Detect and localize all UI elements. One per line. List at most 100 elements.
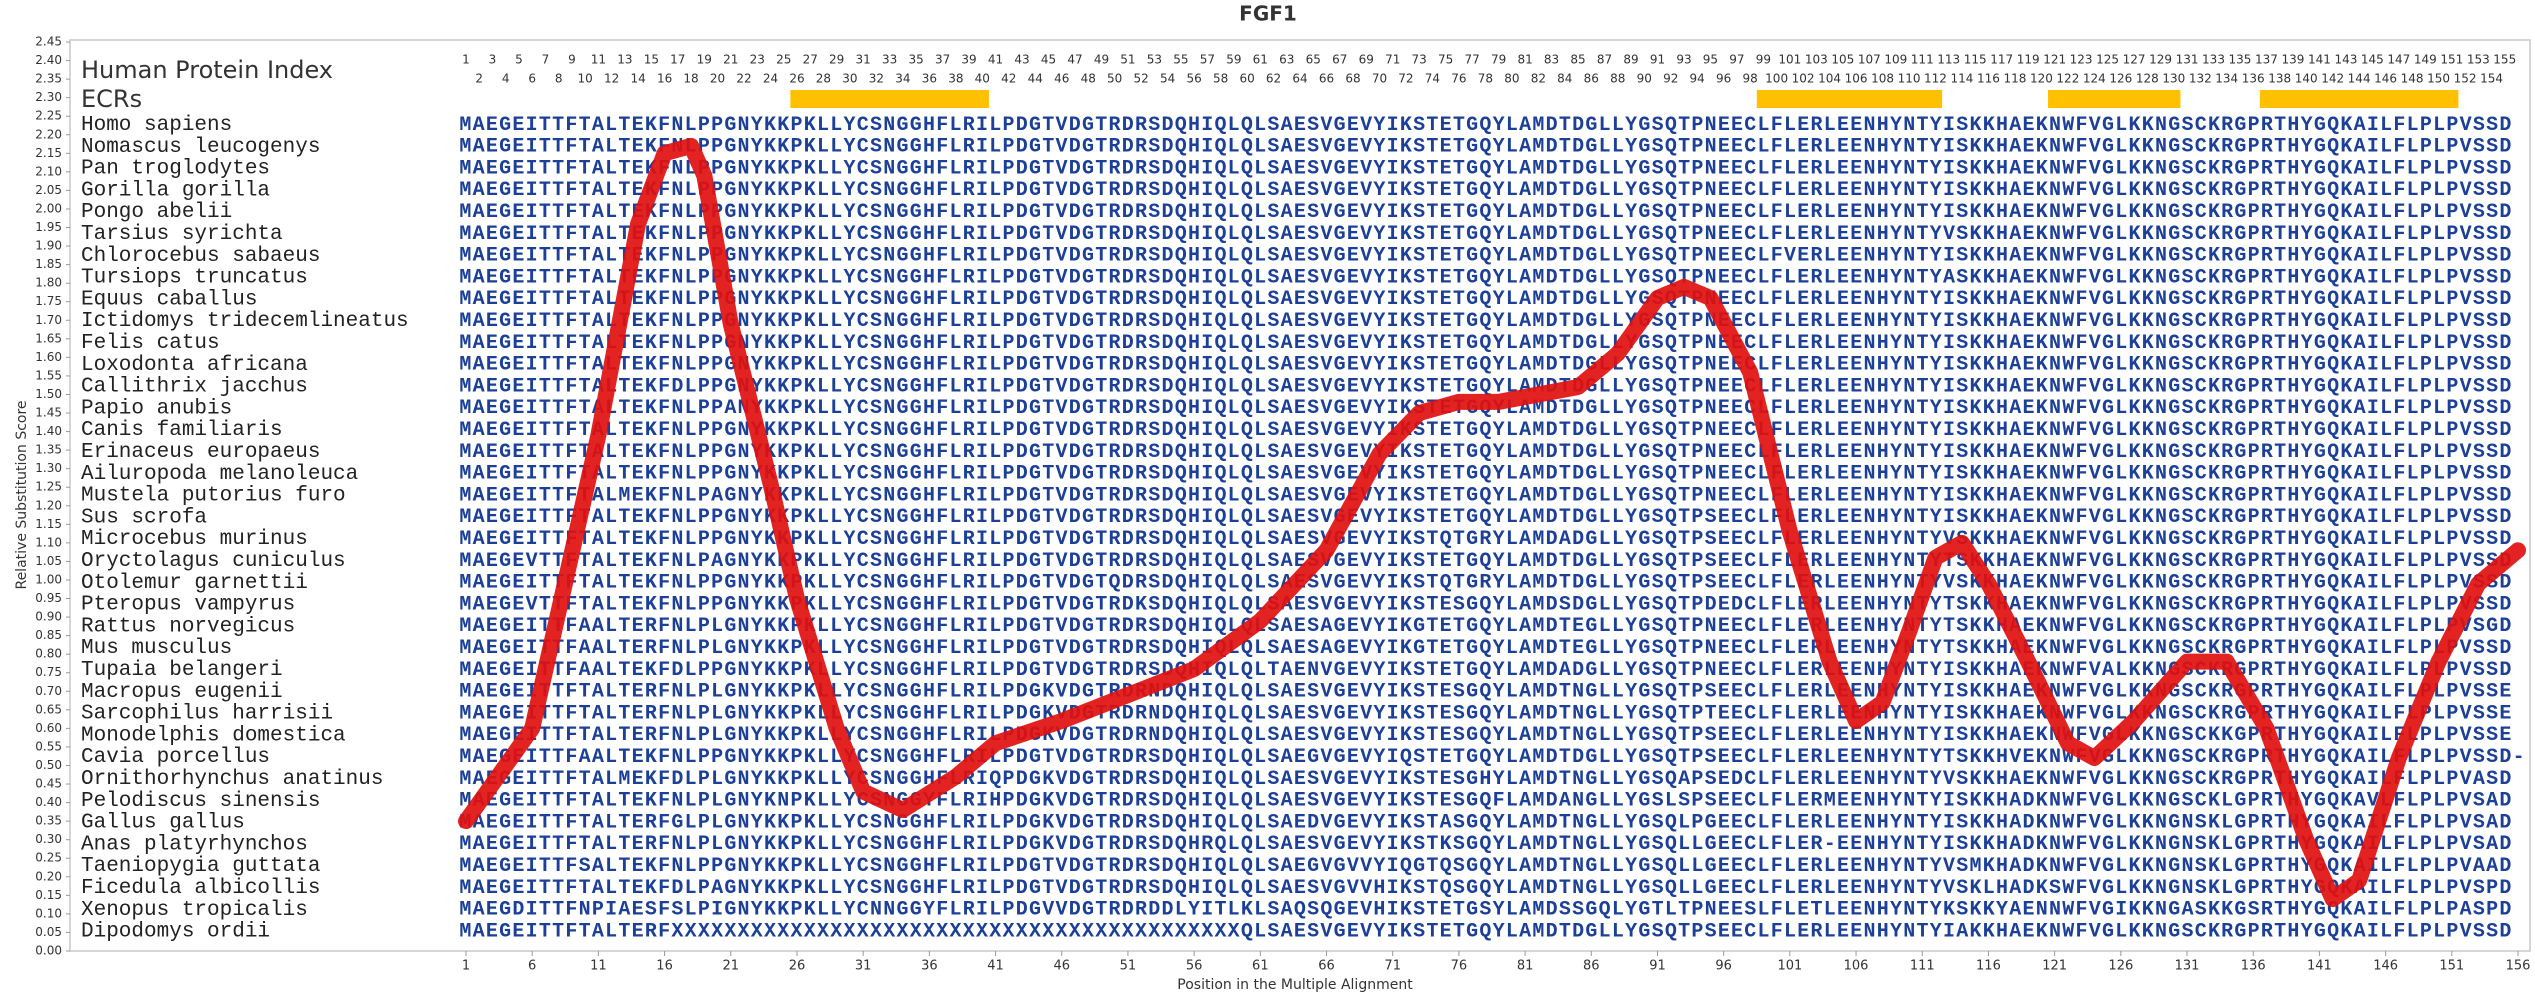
y-tick-label: 0.05 [35, 925, 62, 939]
y-tick-label: 2.05 [35, 183, 62, 197]
y-tick-label: 0.00 [35, 944, 62, 958]
y-tick-label: 0.35 [35, 814, 62, 828]
index-tick-label: 112 [1924, 72, 1947, 86]
x-tick-label: 126 [2108, 959, 2133, 974]
index-tick-label: 98 [1743, 72, 1758, 86]
index-tick-label: 83 [1544, 53, 1559, 67]
species-name: Gorilla gorilla [81, 179, 270, 202]
species-name: Pelodiscus sinensis [81, 790, 320, 813]
index-tick-label: 147 [2387, 53, 2410, 67]
y-tick-label: 0.25 [35, 851, 62, 865]
index-tick-label: 51 [1120, 53, 1135, 67]
ecr-label: ECRs [81, 85, 142, 113]
index-tick-label: 4 [502, 72, 510, 86]
index-tick-label: 56 [1186, 72, 1201, 86]
sequence: MAEGEITTFTALMEKFNLPAGNYKKPKLLYCSNGGHFLRI… [459, 484, 2511, 507]
index-tick-label: 11 [591, 53, 606, 67]
index-tick-label: 152 [2454, 72, 2477, 86]
index-tick-label: 62 [1266, 72, 1281, 86]
y-tick-label: 1.10 [35, 535, 62, 549]
sequence: MAEGEITTFTALTEKFNLPPGNYKKPKLLYCSNGGHFLRI… [459, 419, 2511, 442]
species-name: Chlorocebus sabaeus [81, 245, 320, 268]
x-tick-label: 151 [2439, 959, 2464, 974]
y-tick-label: 1.70 [35, 313, 62, 327]
index-tick-label: 39 [961, 53, 976, 67]
index-tick-label: 73 [1412, 53, 1427, 67]
x-tick-label: 56 [1186, 959, 1203, 974]
index-tick-label: 116 [1977, 72, 2000, 86]
index-tick-label: 5 [515, 53, 523, 67]
index-tick-label: 86 [1584, 72, 1599, 86]
index-tick-label: 72 [1398, 72, 1413, 86]
index-tick-label: 94 [1690, 72, 1705, 86]
species-name: Tursiops truncatus [81, 267, 308, 290]
index-tick-label: 35 [908, 53, 923, 67]
x-tick-label: 51 [1120, 959, 1137, 974]
species-name: Ictidomys tridecemlineatus [81, 310, 409, 333]
index-tick-label: 58 [1213, 72, 1228, 86]
sequence: MAEGEITTFTALMEKFDLPLGNYKKPKLLYCSNGGHFLRI… [459, 768, 2511, 791]
y-tick-label: 2.10 [35, 164, 62, 178]
species-name: Otolemur garnettii [81, 572, 308, 595]
index-tick-label: 77 [1465, 53, 1480, 67]
species-name: Ornithorhynchus anatinus [81, 768, 383, 791]
index-tick-label: 65 [1306, 53, 1321, 67]
species-name: Dipodomys ordii [81, 921, 270, 944]
index-tick-label: 148 [2401, 72, 2424, 86]
y-tick-label: 1.00 [35, 572, 62, 586]
index-tick-label: 143 [2334, 53, 2357, 67]
index-tick-label: 123 [2070, 53, 2093, 67]
y-tick-label: 0.55 [35, 739, 62, 753]
index-tick-label: 142 [2321, 72, 2344, 86]
sequence: MAEGEITTFTALTEKFNLPPGNYKKPKLLYCSNGGHFLRI… [459, 528, 2511, 551]
x-tick-label: 61 [1252, 959, 1269, 974]
sequence: MAEGEITTFTALTEKFNLPPGNYKKPKLLYCSNGGHFLRI… [459, 114, 2511, 137]
y-tick-label: 1.55 [35, 368, 62, 382]
index-tick-label: 155 [2493, 53, 2516, 67]
sequence: MAEGEVTTFTALTEKFNLPPGNYKKPKLLYCSNGGHFLRI… [459, 593, 2511, 616]
index-tick-label: 42 [1001, 72, 1016, 86]
index-tick-label: 117 [1990, 53, 2013, 67]
species-name: Pongo abelii [81, 201, 232, 224]
index-tick-label: 44 [1028, 72, 1043, 86]
y-tick-label: 1.40 [35, 424, 62, 438]
y-tick-label: 2.25 [35, 109, 62, 123]
index-tick-label: 80 [1504, 72, 1519, 86]
index-tick-label: 31 [856, 53, 871, 67]
x-tick-label: 46 [1053, 959, 1070, 974]
index-tick-label: 153 [2467, 53, 2490, 67]
index-tick-label: 69 [1359, 53, 1374, 67]
index-tick-label: 1 [462, 53, 470, 67]
index-tick-label: 40 [975, 72, 990, 86]
ecr-bar [2259, 90, 2459, 108]
index-tick-label: 104 [1818, 72, 1841, 86]
index-tick-label: 27 [803, 53, 818, 67]
index-tick-label: 60 [1239, 72, 1254, 86]
index-tick-label: 74 [1425, 72, 1440, 86]
index-tick-label: 18 [683, 72, 698, 86]
y-tick-label: 0.95 [35, 591, 62, 605]
index-tick-label: 79 [1491, 53, 1506, 67]
index-tick-label: 99 [1756, 53, 1771, 67]
ecr-bar [790, 90, 989, 108]
index-tick-label: 93 [1676, 53, 1691, 67]
x-tick-label: 31 [855, 959, 872, 974]
index-tick-label: 140 [2295, 72, 2318, 86]
sequence: MAEGEITTFTALTERFNLPLGNYKKPKLLYCSNGGHFLRI… [459, 681, 2511, 704]
y-tick-label: 1.95 [35, 220, 62, 234]
index-tick-label: 135 [2229, 53, 2252, 67]
sequence: MAEGEITTFTALTEKFNLPPGNYKKPKLLYCSNGGHFLRI… [459, 441, 2511, 464]
sequence: MAEGEITTFAALTEKFDLPPGNYKKPKLLYCSNGGHFLRI… [459, 659, 2511, 682]
index-tick-label: 33 [882, 53, 897, 67]
y-tick-label: 0.85 [35, 628, 62, 642]
index-tick-label: 81 [1517, 53, 1532, 67]
x-tick-label: 36 [921, 959, 938, 974]
index-tick-label: 130 [2162, 72, 2185, 86]
y-tick-label: 0.45 [35, 777, 62, 791]
ecr-bar [2048, 90, 2181, 108]
index-tick-label: 131 [2176, 53, 2199, 67]
index-tick-label: 137 [2255, 53, 2278, 67]
index-tick-label: 146 [2374, 72, 2397, 86]
sequence: MAEGEITTFTALTEKFNLPPGNYKKPKLLYCSNGGHFLRI… [459, 332, 2511, 355]
index-tick-label: 92 [1663, 72, 1678, 86]
